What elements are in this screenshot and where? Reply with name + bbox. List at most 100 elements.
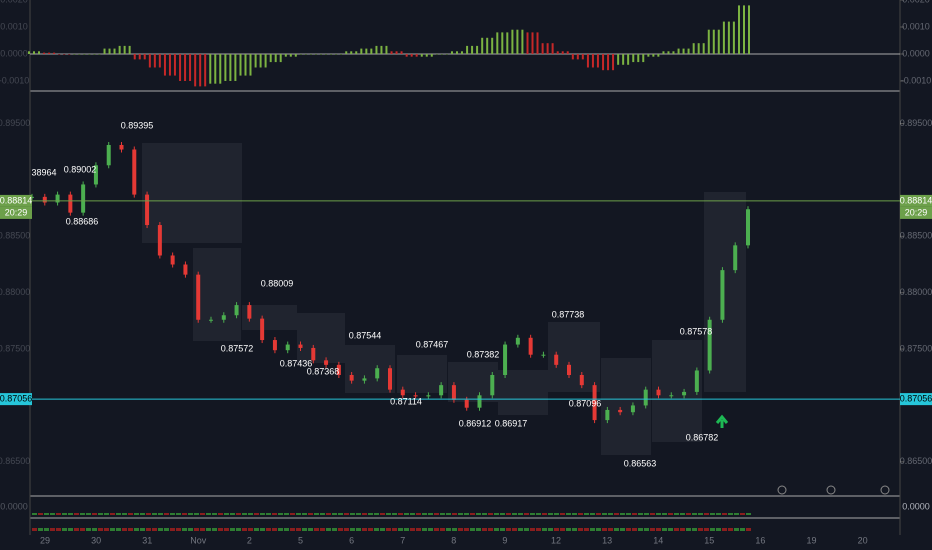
stripe — [218, 513, 223, 515]
histogram-bar — [385, 45, 388, 54]
histogram-bar — [647, 53, 650, 57]
price-tag — [0, 393, 32, 406]
histogram-bar — [481, 37, 484, 54]
histogram-bar — [692, 43, 695, 54]
stripe — [548, 528, 553, 531]
stripe — [434, 528, 439, 531]
stripe — [584, 513, 589, 515]
candle — [234, 305, 239, 316]
candle — [554, 354, 559, 365]
histogram-bar — [586, 53, 589, 68]
y-tick-label: 0.87500 — [900, 343, 932, 353]
candle — [515, 337, 520, 345]
histogram-bar — [224, 53, 227, 81]
stripe — [704, 513, 709, 515]
zone — [142, 143, 242, 243]
stripe — [668, 513, 673, 515]
histogram-bar — [440, 53, 443, 55]
zone — [601, 358, 651, 455]
candle — [413, 395, 418, 397]
stripe — [584, 528, 589, 531]
histogram-bar — [173, 53, 176, 76]
candle — [528, 337, 533, 355]
stripe — [248, 513, 253, 515]
stripe — [170, 513, 175, 515]
stripe — [692, 513, 697, 515]
stripe — [554, 513, 559, 515]
stripe — [176, 528, 181, 531]
histogram-bar — [566, 51, 569, 54]
stripe — [428, 528, 433, 531]
stripe — [446, 528, 451, 531]
histogram-bar — [420, 53, 423, 57]
stripe — [734, 513, 739, 515]
x-tick-label: 12 — [551, 535, 561, 545]
stripe — [206, 513, 211, 515]
stripe — [404, 513, 409, 515]
histogram-bar — [435, 53, 438, 55]
histogram-bar — [657, 53, 660, 57]
stripe — [416, 528, 421, 531]
candle — [579, 374, 584, 386]
candle — [733, 245, 738, 271]
stripe — [296, 513, 301, 515]
stripe — [494, 513, 499, 515]
stripe — [134, 513, 139, 515]
histogram-bar — [602, 53, 605, 71]
stripe — [308, 513, 313, 515]
histogram-bar — [68, 53, 71, 55]
stripe — [368, 528, 373, 531]
histogram-bar — [370, 48, 373, 54]
stripe — [320, 528, 325, 531]
stripe — [608, 528, 613, 531]
stripe — [566, 528, 571, 531]
stripe — [242, 528, 247, 531]
stripe — [596, 513, 601, 515]
histogram-bar — [617, 53, 620, 65]
histogram-bar — [93, 53, 96, 55]
zone — [448, 362, 498, 402]
stripe — [482, 528, 487, 531]
x-tick-label: 7 — [400, 535, 405, 545]
stripe — [530, 528, 535, 531]
stripe — [338, 528, 343, 531]
stripe — [680, 528, 685, 531]
stripe — [368, 513, 373, 515]
y-tick-label: 0.86500 — [0, 456, 30, 466]
price-annotation: 0.86782 — [686, 432, 719, 442]
histogram-bar — [612, 53, 615, 71]
stripe — [464, 528, 469, 531]
event-icon[interactable] — [880, 485, 890, 495]
stripe — [392, 513, 397, 515]
histogram-bar — [546, 43, 549, 54]
candle — [221, 315, 226, 320]
stripe — [260, 513, 265, 515]
x-tick-label: 2 — [247, 535, 252, 545]
price-annotation: 0.87436 — [280, 358, 313, 368]
histogram-bar — [269, 53, 272, 63]
stripe — [278, 528, 283, 531]
event-icon[interactable] — [777, 485, 787, 495]
stripe — [242, 513, 247, 515]
histogram-bar — [118, 45, 121, 54]
histogram-bar — [309, 53, 312, 55]
stripe — [722, 528, 727, 531]
price-annotation: 0.86917 — [495, 418, 528, 428]
candle — [106, 144, 111, 166]
event-icon[interactable] — [826, 485, 836, 495]
candle — [42, 196, 47, 203]
stripe — [440, 513, 445, 515]
stripe — [164, 513, 169, 515]
stripe — [692, 528, 697, 531]
histogram-bar — [511, 29, 514, 54]
x-tick-label: 8 — [451, 535, 456, 545]
stripe — [656, 528, 661, 531]
stripe — [80, 528, 85, 531]
histogram-bar — [128, 45, 131, 54]
histogram-bar — [355, 51, 358, 54]
stripe — [560, 528, 565, 531]
stripe — [158, 513, 163, 515]
stripe — [266, 513, 271, 515]
stripe — [200, 513, 205, 515]
histogram-bar — [204, 53, 207, 87]
